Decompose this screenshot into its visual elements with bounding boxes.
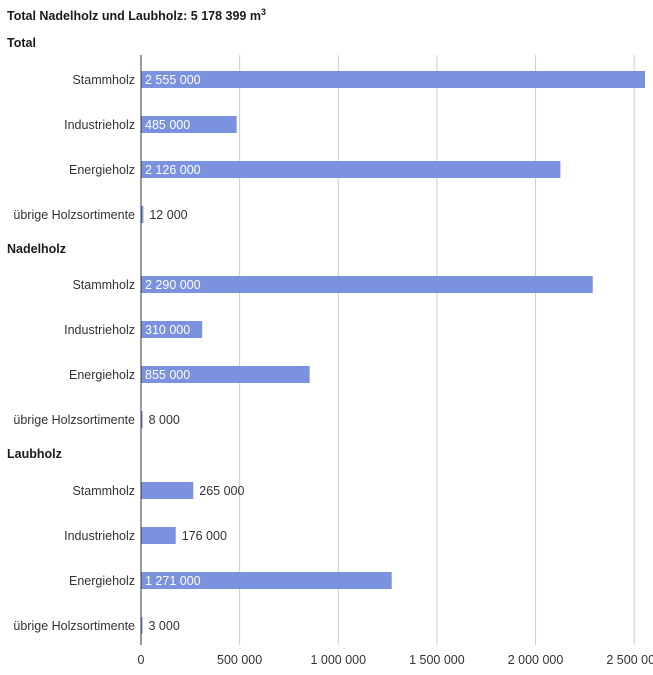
bar bbox=[141, 617, 143, 634]
bar bbox=[141, 161, 561, 178]
category-label: Industrieholz bbox=[64, 529, 135, 543]
chart-title: Total Nadelholz und Laubholz: 5 178 399 … bbox=[7, 7, 266, 23]
x-tick-label: 500 000 bbox=[217, 653, 262, 667]
data-label: 485 000 bbox=[145, 118, 190, 132]
data-label: 265 000 bbox=[199, 484, 244, 498]
data-label: 1 271 000 bbox=[145, 574, 201, 588]
bar bbox=[141, 366, 310, 383]
category-label: übrige Holzsortimente bbox=[13, 413, 135, 427]
category-label: Stammholz bbox=[72, 484, 135, 498]
data-label: 2 555 000 bbox=[145, 73, 201, 87]
group-title: Nadelholz bbox=[7, 242, 66, 256]
bar bbox=[141, 206, 144, 223]
category-label: übrige Holzsortimente bbox=[13, 619, 135, 633]
group-title: Total bbox=[7, 36, 36, 50]
bar bbox=[141, 321, 203, 338]
bar bbox=[141, 527, 176, 544]
category-label: Energieholz bbox=[69, 163, 135, 177]
data-label: 2 290 000 bbox=[145, 278, 201, 292]
data-label: 2 126 000 bbox=[145, 163, 201, 177]
category-label: Industrieholz bbox=[64, 118, 135, 132]
category-label: Stammholz bbox=[72, 73, 135, 87]
data-label: 3 000 bbox=[149, 619, 180, 633]
category-label: Energieholz bbox=[69, 574, 135, 588]
data-label: 176 000 bbox=[182, 529, 227, 543]
data-label: 12 000 bbox=[149, 208, 187, 222]
data-label: 8 000 bbox=[149, 413, 180, 427]
bar bbox=[141, 71, 646, 88]
group-title: Laubholz bbox=[7, 447, 62, 461]
x-tick-label: 2 000 000 bbox=[508, 653, 564, 667]
category-label: Energieholz bbox=[69, 368, 135, 382]
x-tick-label: 1 500 000 bbox=[409, 653, 465, 667]
x-tick-label: 2 500 000 bbox=[606, 653, 653, 667]
x-tick-label: 0 bbox=[138, 653, 145, 667]
category-label: Industrieholz bbox=[64, 323, 135, 337]
category-label: Stammholz bbox=[72, 278, 135, 292]
data-label: 855 000 bbox=[145, 368, 190, 382]
data-label: 310 000 bbox=[145, 323, 190, 337]
bar bbox=[141, 276, 593, 293]
bar bbox=[141, 482, 194, 499]
category-label: übrige Holzsortimente bbox=[13, 208, 135, 222]
bar bbox=[141, 411, 143, 428]
bar bbox=[141, 116, 237, 133]
bar bbox=[141, 572, 392, 589]
x-tick-label: 1 000 000 bbox=[310, 653, 366, 667]
